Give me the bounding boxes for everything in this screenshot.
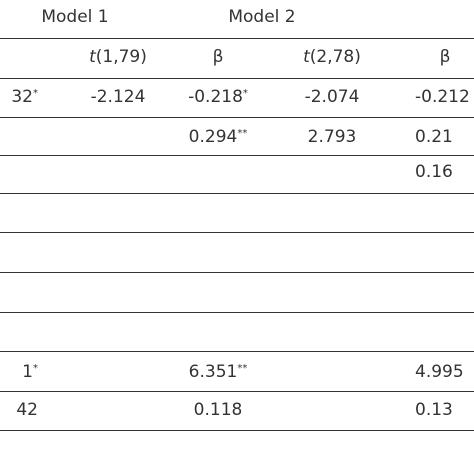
table-cell: 6.351** <box>148 362 288 382</box>
table-cell: -2.124 <box>48 87 188 107</box>
stat-symbol: t <box>303 47 310 67</box>
significance-mark: * <box>33 363 38 374</box>
rule <box>0 391 474 392</box>
cell-value: 2.793 <box>307 127 357 147</box>
table-cell: 32* <box>0 87 38 107</box>
column-header: β <box>212 47 224 67</box>
column-header: t(2,78) <box>262 47 402 67</box>
cell-value: 0.16 <box>415 162 453 182</box>
table-cell: 0.118 <box>148 400 288 420</box>
rule <box>0 272 474 273</box>
stat-symbol: t <box>89 47 96 67</box>
stat-df: (2,78) <box>309 47 361 67</box>
rule <box>0 193 474 194</box>
table-cell: 42 <box>0 400 38 420</box>
column-header: t(1,79) <box>48 47 188 67</box>
rule <box>0 312 474 313</box>
significance-mark: ** <box>237 128 248 139</box>
table-cell: 1* <box>0 362 38 382</box>
table-cell: 4.995 <box>415 362 474 382</box>
cell-value: 4.995 <box>415 362 464 382</box>
column-group-header: Model 1 <box>41 7 109 27</box>
cell-value: 0.13 <box>415 400 453 420</box>
rule <box>0 155 474 156</box>
rule <box>0 78 474 79</box>
cell-value: -0.212 <box>415 87 470 107</box>
column-header: β <box>439 47 451 67</box>
cell-value: 0.294 <box>188 127 238 147</box>
table-cell: -0.218* <box>148 87 288 107</box>
stat-df: (1,79) <box>95 47 147 67</box>
cell-value: 6.351 <box>188 362 238 382</box>
rule <box>0 117 474 118</box>
rule <box>0 430 474 431</box>
rule <box>0 38 474 39</box>
table-cell: 0.16 <box>415 162 474 182</box>
cell-value: 0.118 <box>193 400 243 420</box>
significance-mark: * <box>242 88 248 99</box>
table-cell: -2.074 <box>262 87 402 107</box>
table-cell: 0.294** <box>148 127 288 147</box>
cell-value: -0.218 <box>188 87 243 107</box>
cell-value: 1 <box>22 362 33 382</box>
cell-value: 42 <box>16 400 38 420</box>
table-cell: 2.793 <box>262 127 402 147</box>
cell-value: -2.074 <box>304 87 360 107</box>
significance-mark: * <box>33 88 38 99</box>
cell-value: 32 <box>11 87 33 107</box>
table-cell: -0.212 <box>415 87 474 107</box>
column-group-header: Model 2 <box>228 7 296 27</box>
table-cell: 0.13 <box>415 400 474 420</box>
cell-value: -2.124 <box>90 87 146 107</box>
table-cell: 0.21 <box>415 127 474 147</box>
significance-mark: ** <box>237 363 248 374</box>
cell-value: 0.21 <box>415 127 453 147</box>
rule <box>0 351 474 352</box>
rule <box>0 232 474 233</box>
